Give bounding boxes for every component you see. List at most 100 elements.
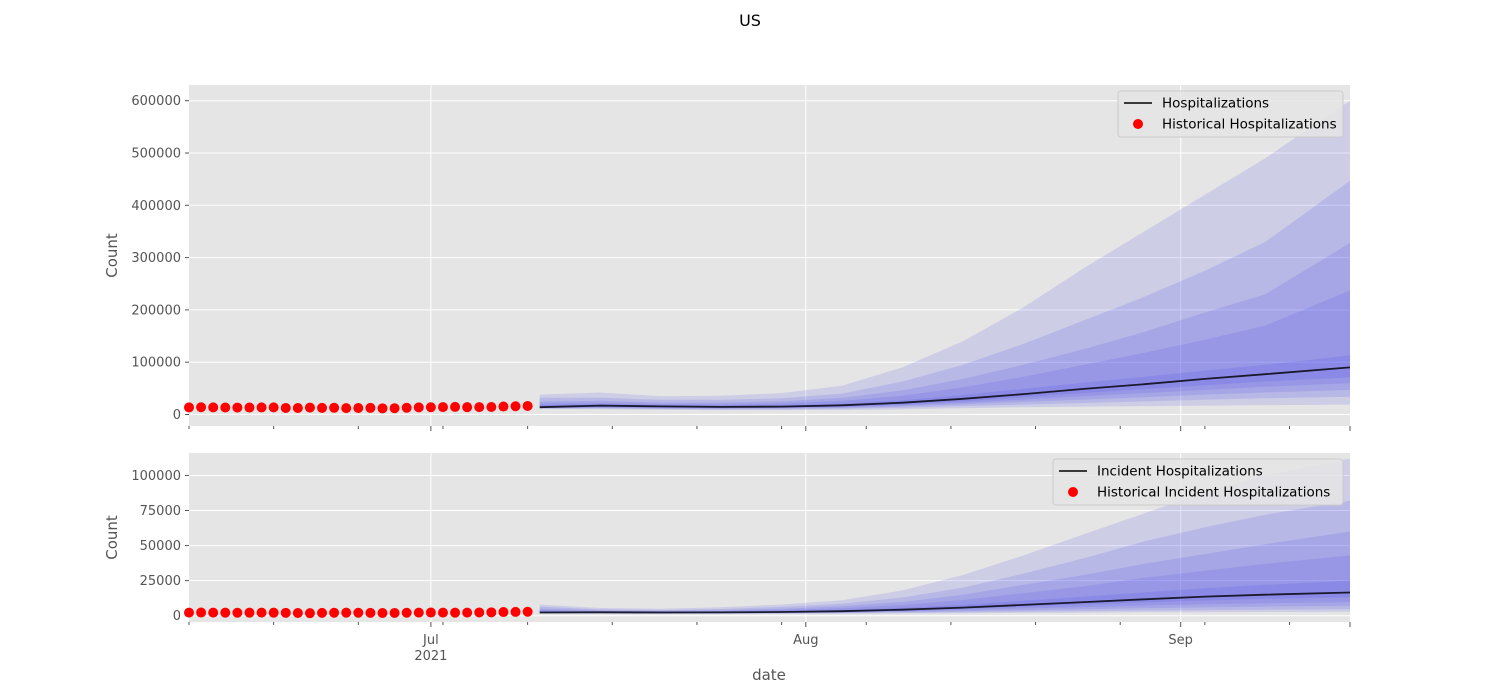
y-tick-label: 75000 (140, 504, 181, 519)
historical-point (220, 607, 231, 618)
historical-point (208, 402, 219, 413)
historical-point (437, 607, 448, 618)
forecast-band (539, 500, 1350, 614)
historical-point (341, 607, 352, 618)
x-tick-label: Sep (1168, 633, 1193, 648)
x-tick-sublabel: 2021 (414, 649, 447, 664)
historical-point (329, 402, 340, 413)
historical-point (450, 607, 461, 618)
forecast-median-line (539, 591, 1350, 614)
historical-point (450, 401, 461, 412)
plot-background (189, 85, 1350, 426)
forecast-band (539, 355, 1350, 408)
historical-point (377, 403, 388, 414)
y-tick-label: 400000 (131, 199, 181, 214)
historical-point (474, 607, 485, 618)
y-axis-label: Count (103, 233, 121, 278)
historical-point (474, 402, 485, 413)
y-tick-label: 25000 (140, 574, 181, 589)
historical-point (317, 402, 328, 413)
historical-point (268, 402, 279, 413)
historical-point (196, 607, 207, 618)
historical-point (268, 607, 279, 618)
historical-point (413, 402, 424, 413)
legend-box (1117, 90, 1344, 138)
historical-point (304, 608, 315, 619)
historical-point (232, 607, 243, 618)
y-tick-label: 100000 (131, 469, 181, 484)
historical-point (510, 401, 521, 412)
y-axis-label: Count (103, 515, 121, 560)
hospitalizations-panel: 0 100000 200000 300000 400000 500000 600000 Cou… (103, 85, 1351, 431)
y-tick-label: 300000 (131, 251, 181, 266)
historical-point (522, 400, 533, 411)
historical-point (317, 607, 328, 618)
incident-hospitalizations-panel: 0 25000 50000 75000 100000 Count Incident Hosp… (103, 453, 1351, 627)
forecast-band (539, 458, 1350, 614)
historical-point (425, 402, 436, 413)
historical-point (353, 403, 364, 414)
historical-point (389, 607, 400, 618)
historical-point (425, 607, 436, 618)
legend-point-swatch (1068, 487, 1078, 497)
historical-point (486, 607, 497, 618)
y-tick-label: 0 (173, 609, 181, 624)
historical-point (389, 403, 400, 414)
historical-point (208, 607, 219, 618)
y-tick-label: 100000 (131, 356, 181, 371)
y-tick-label: 600000 (131, 94, 181, 109)
x-tick-label: Aug (793, 633, 818, 648)
legend: Incident Hospitalizations Historical Inci… (1052, 458, 1344, 506)
y-tick-label: 500000 (131, 146, 181, 161)
historical-point (184, 402, 194, 413)
historical-point (292, 608, 303, 619)
historical-point (462, 607, 473, 618)
historical-point (244, 402, 255, 413)
historical-point (437, 402, 448, 413)
legend-point-swatch (1133, 119, 1143, 129)
y-tick-label: 200000 (131, 303, 181, 318)
historical-point (365, 402, 376, 413)
legend-entry-forecast: Hospitalizations (1162, 96, 1269, 112)
historical-point (341, 403, 352, 414)
historical-point (365, 607, 376, 618)
historical-point (304, 402, 315, 413)
data-layer (539, 100, 1350, 411)
historical-point (498, 401, 509, 412)
historical-point (510, 606, 521, 617)
historical-point (353, 607, 364, 618)
forecast-band (539, 290, 1350, 409)
forecast-band (539, 242, 1350, 409)
historical-point (522, 606, 533, 617)
historical-point (462, 402, 473, 413)
historical-point (401, 402, 412, 413)
historical-point (220, 402, 231, 413)
historical-point (280, 402, 291, 413)
historical-point (377, 608, 388, 619)
data-layer (539, 458, 1350, 614)
historical-point (413, 607, 424, 618)
legend: Hospitalizations Historical Hospitalizati… (1117, 90, 1344, 138)
historical-point (329, 607, 340, 618)
historical-point (232, 402, 243, 413)
chart-suptitle: US (739, 11, 761, 30)
forecast-band (539, 100, 1350, 411)
historical-point (280, 607, 291, 618)
forecast-median-line (539, 366, 1350, 409)
x-axis-label: date (752, 666, 786, 684)
legend-entry-historical: Historical Hospitalizations (1162, 117, 1337, 133)
historical-point (244, 607, 255, 618)
x-tick-label: Jul (422, 633, 439, 648)
historical-point (401, 607, 412, 618)
historical-point (256, 607, 267, 618)
legend-box (1052, 458, 1344, 506)
y-tick-label: 50000 (140, 539, 181, 554)
historical-point (498, 607, 509, 618)
historical-point (292, 403, 303, 414)
historical-point (196, 402, 207, 413)
legend-entry-historical: Historical Incident Hospitalizations (1097, 485, 1330, 501)
historical-point (184, 607, 194, 618)
forecast-band (539, 531, 1350, 614)
